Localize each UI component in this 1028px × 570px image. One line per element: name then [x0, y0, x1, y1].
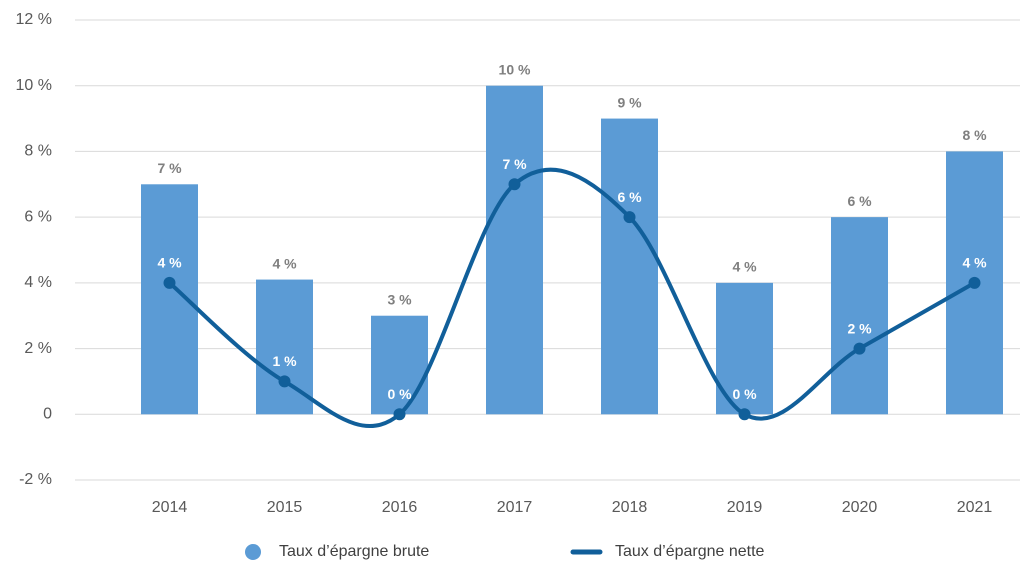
data-label: 0 %	[387, 386, 412, 402]
data-label: 9 %	[617, 94, 642, 110]
x-tick-label: 2016	[382, 499, 418, 516]
data-label: 4 %	[962, 255, 987, 271]
legend-marker	[245, 544, 261, 560]
line-point	[623, 211, 636, 224]
x-tick-label: 2018	[612, 499, 648, 516]
line-point	[393, 408, 406, 421]
data-label: 1 %	[272, 353, 297, 369]
y-tick-label: 10 %	[16, 77, 52, 94]
legend-label: Taux d’épargne nette	[615, 543, 765, 560]
data-label: 0 %	[732, 386, 757, 402]
data-label: 6 %	[847, 193, 872, 209]
line-point	[508, 178, 521, 191]
data-label: 7 %	[502, 156, 527, 172]
x-tick-label: 2017	[497, 499, 533, 516]
x-tick-label: 2020	[842, 499, 878, 516]
line-point	[738, 408, 751, 421]
x-tick-label: 2021	[957, 499, 993, 516]
y-tick-label: 8 %	[24, 143, 52, 160]
bar	[831, 217, 888, 415]
y-tick-label: 2 %	[24, 340, 52, 357]
x-tick-label: 2014	[152, 499, 188, 516]
data-label: 4 %	[157, 255, 182, 271]
line-point	[278, 375, 291, 388]
data-label: 4 %	[272, 255, 297, 271]
data-label: 3 %	[387, 291, 412, 307]
data-label: 7 %	[157, 160, 182, 176]
y-tick-label: 4 %	[24, 274, 52, 291]
data-label: 4 %	[732, 259, 757, 275]
legend-label: Taux d’épargne brute	[279, 543, 429, 560]
bar	[371, 315, 428, 415]
y-tick-label: 0	[43, 406, 52, 423]
data-label: 8 %	[962, 127, 987, 143]
line	[168, 167, 976, 428]
data-label: 10 %	[499, 61, 531, 77]
x-tick-label: 2019	[727, 499, 763, 516]
bar	[601, 118, 658, 415]
y-tick-label: -2 %	[19, 471, 52, 488]
bar	[486, 85, 543, 415]
y-tick-label: 6 %	[24, 208, 52, 225]
x-tick-label: 2015	[267, 499, 303, 516]
line-point	[968, 276, 981, 289]
y-tick-label: 12 %	[16, 11, 52, 28]
line-point	[163, 276, 176, 289]
data-label: 6 %	[617, 189, 642, 205]
line-point	[853, 342, 866, 355]
data-label: 2 %	[847, 320, 872, 336]
